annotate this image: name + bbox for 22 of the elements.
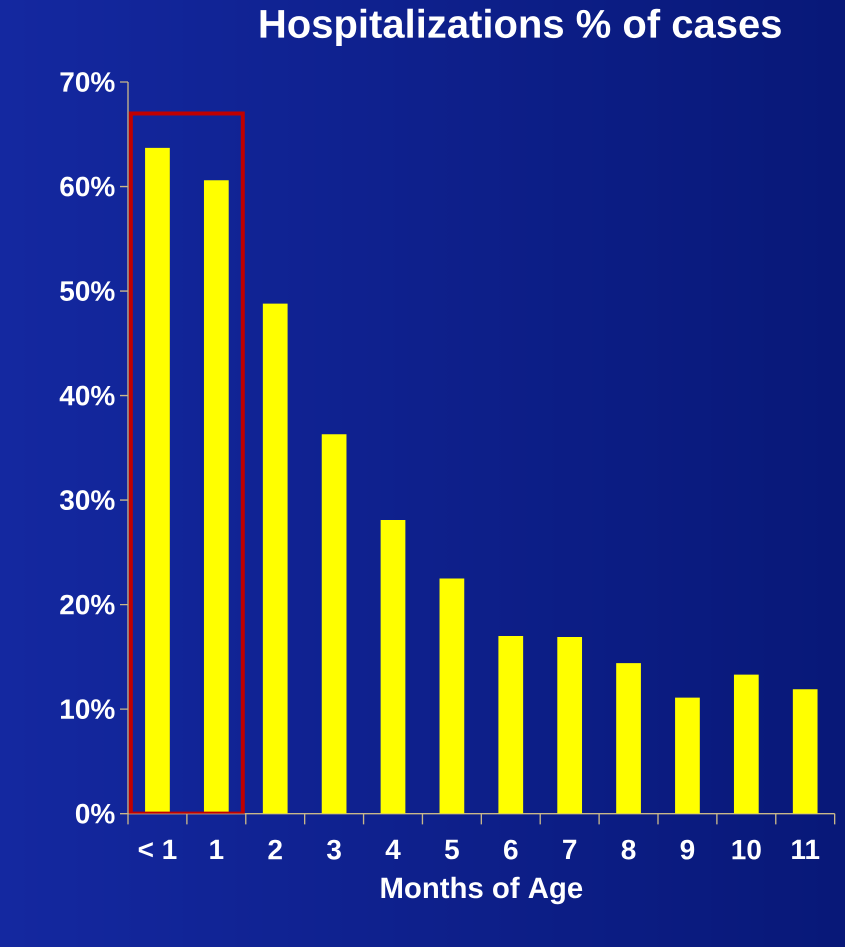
x-tick-label: 8 — [622, 840, 636, 860]
x-tick-label: 6 — [504, 840, 518, 860]
y-tick-label: 70% — [60, 72, 115, 92]
x-tick-label: 4 — [386, 840, 401, 859]
y-tick-label: 10% — [61, 699, 115, 720]
x-tick-label: 1 — [210, 840, 224, 859]
chart-title: Hospitalizations % of cases — [260, 8, 781, 46]
x-tick-label: 3 — [326, 840, 341, 860]
y-tick-label: 30% — [60, 490, 115, 510]
y-tick-label: 40% — [60, 386, 115, 406]
y-tick-label: 0% — [76, 804, 115, 824]
x-axis-title: Months of Age — [381, 876, 582, 904]
x-tick-label: 7 — [563, 840, 576, 859]
y-tick-label: 60% — [60, 176, 115, 196]
y-tick-label: 50% — [60, 281, 115, 301]
y-tick-label: 20% — [60, 594, 115, 615]
x-tick-label: 11 — [792, 840, 820, 859]
x-tick-label: 9 — [680, 840, 694, 860]
x-tick-label: 10 — [732, 840, 761, 860]
x-tick-label: 2 — [268, 840, 282, 860]
x-tick-label: < 1 — [138, 840, 176, 859]
x-tick-label: 5 — [444, 840, 459, 860]
